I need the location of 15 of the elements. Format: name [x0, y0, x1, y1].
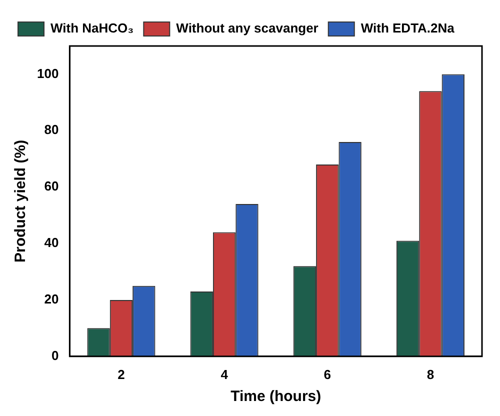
y-tick-label: 0 — [51, 348, 59, 363]
y-tick-label: 60 — [44, 178, 59, 194]
x-tick-label: 2 — [118, 366, 125, 382]
y-axis-title: Product yield (%) — [12, 140, 30, 262]
y-tick-label: 80 — [44, 122, 59, 138]
legend-label: Without any scavanger — [176, 20, 318, 36]
legend-label: With NaHCO₃ — [50, 20, 134, 36]
x-tick-label: 8 — [426, 366, 434, 382]
x-tick-label: 4 — [220, 366, 229, 382]
y-tick-label: 100 — [36, 66, 59, 81]
y-tick-label: 40 — [44, 235, 59, 250]
y-tick-label: 20 — [44, 292, 59, 307]
legend-label: With EDTA.2Na — [360, 20, 456, 36]
x-tick-label: 6 — [324, 366, 331, 382]
x-axis-title: Time (hours) — [230, 388, 322, 406]
